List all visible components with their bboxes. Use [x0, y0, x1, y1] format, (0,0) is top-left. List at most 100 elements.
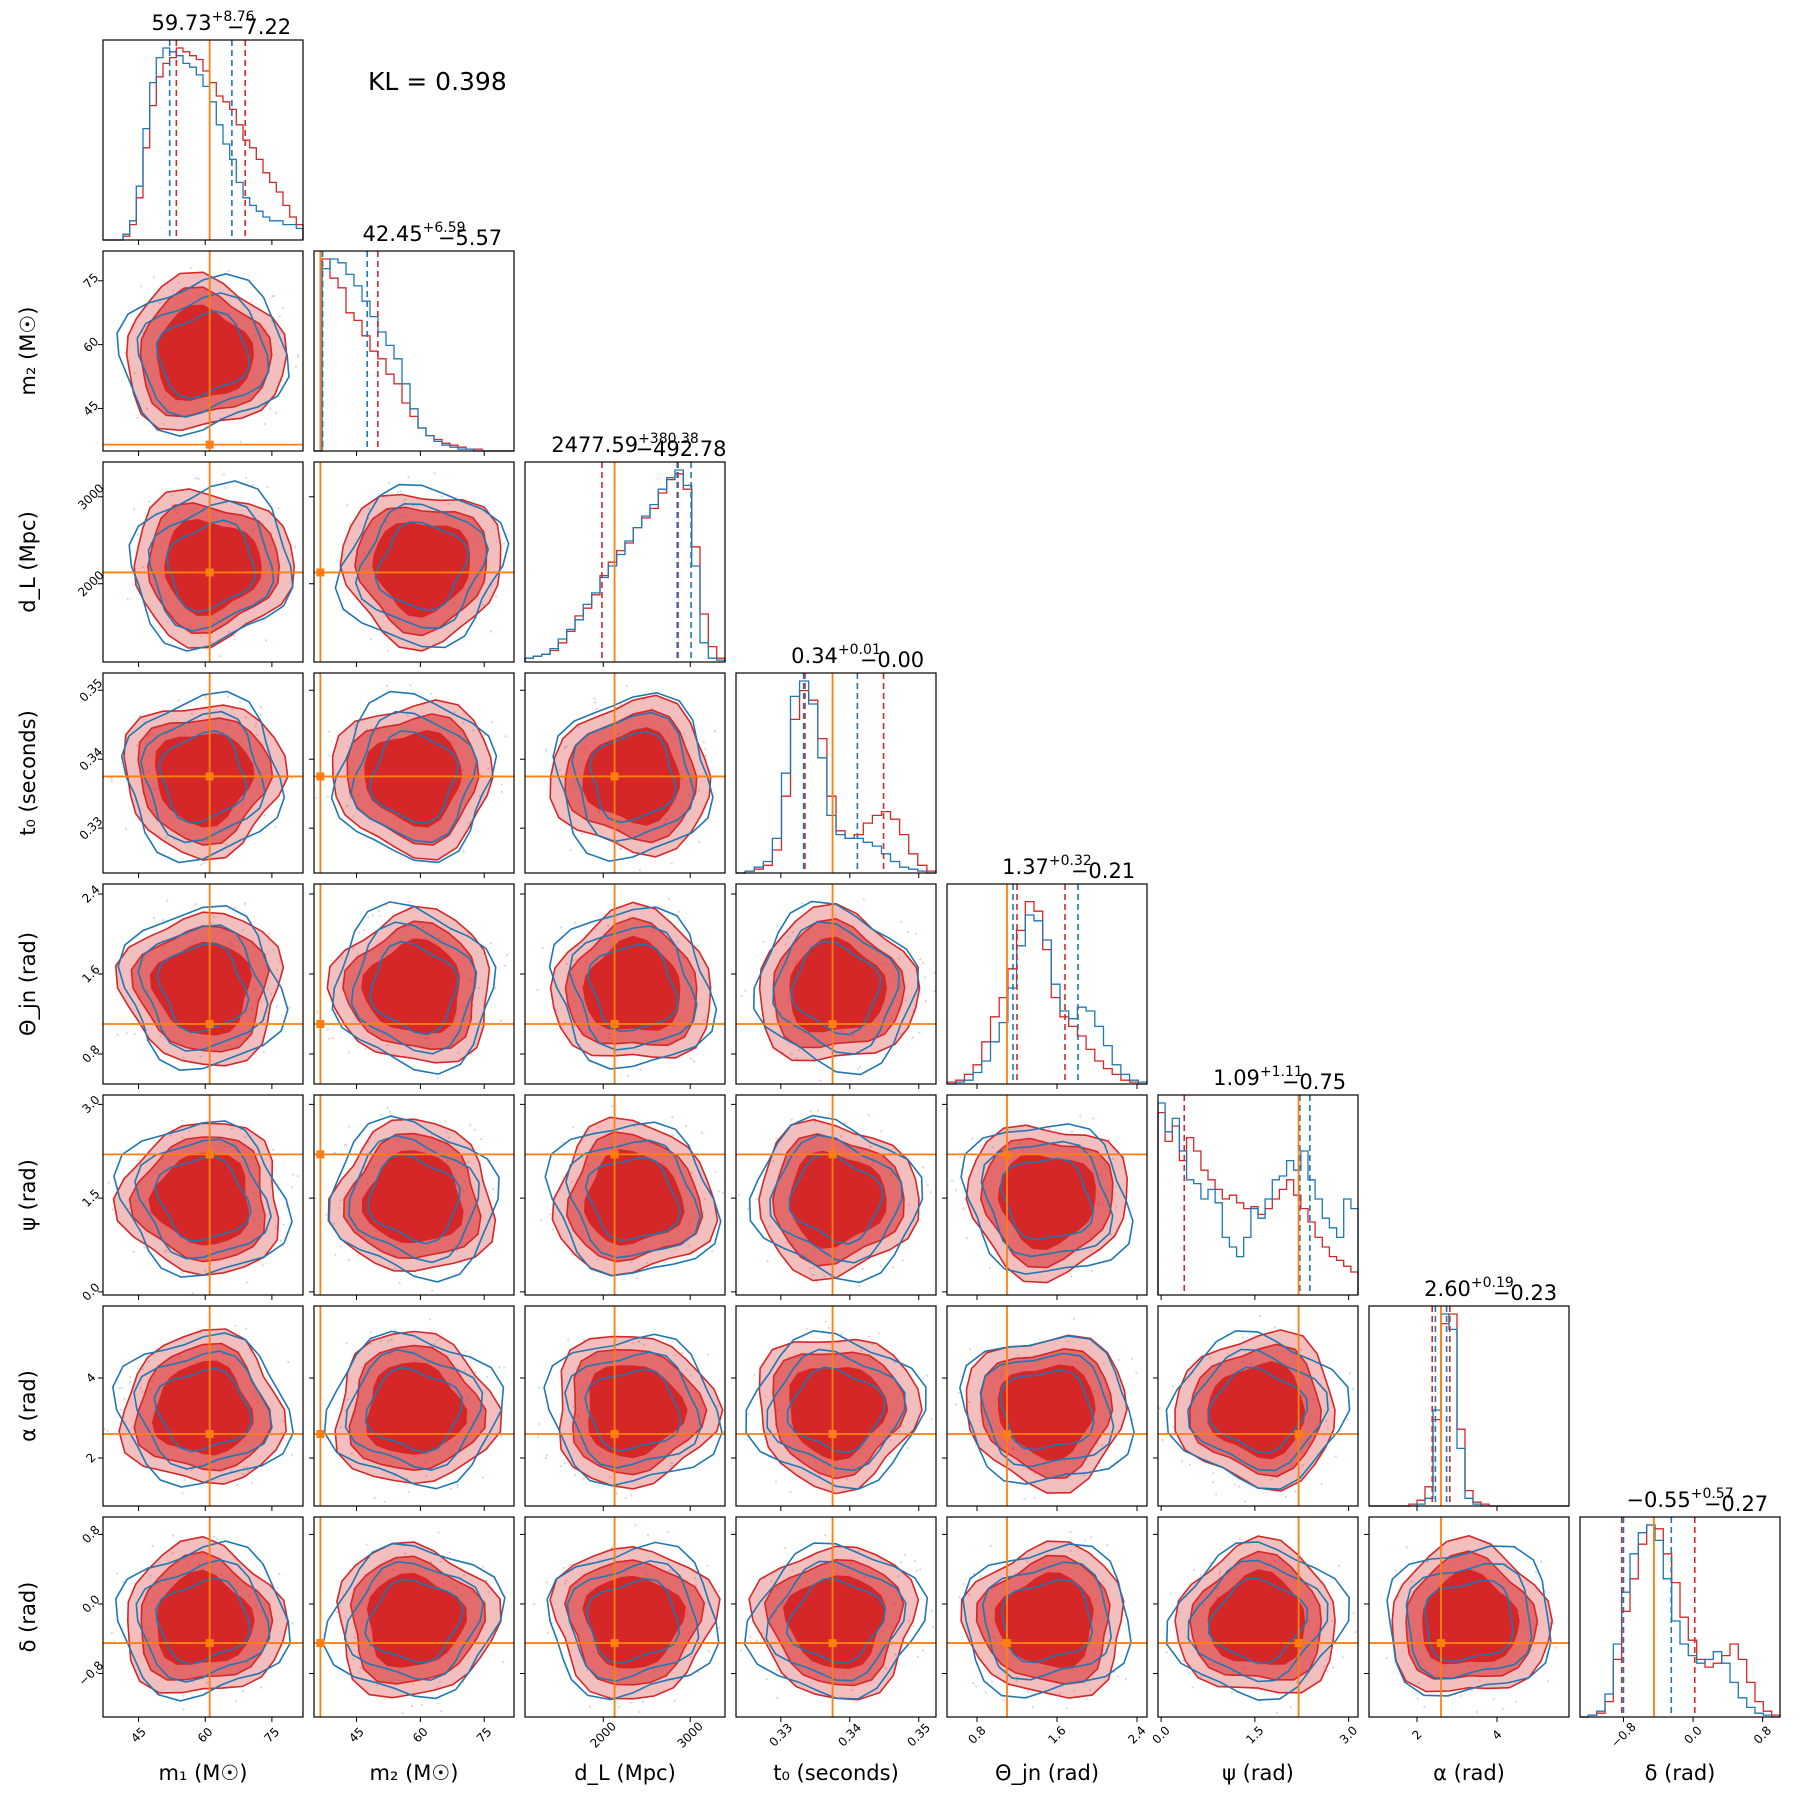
scatter-point	[891, 1266, 895, 1269]
scatter-point	[641, 1700, 645, 1703]
x-tick-label: 45	[128, 1725, 149, 1746]
scatter-point	[457, 1051, 460, 1055]
scatter-point	[1199, 1573, 1203, 1576]
contour-blue-0	[322, 1542, 506, 1700]
scatter-point	[629, 1701, 632, 1704]
scatter-point	[1300, 1348, 1303, 1351]
scatter-point	[148, 1360, 151, 1363]
panel-frame	[946, 1305, 1148, 1507]
scatter-point	[1346, 1418, 1349, 1421]
scatter-point	[923, 976, 927, 979]
scatter-point	[404, 1552, 407, 1555]
scatter-point	[718, 1589, 721, 1592]
scatter-point	[293, 545, 297, 548]
scatter-point	[224, 486, 227, 489]
scatter-point	[414, 1273, 417, 1277]
scatter-point	[182, 1694, 185, 1697]
scatter-point	[306, 540, 308, 542]
scatter-point	[1554, 1646, 1557, 1649]
scatter-point	[350, 1452, 353, 1455]
scatter-point	[795, 1057, 798, 1060]
scatter-point	[242, 1472, 245, 1475]
scatter-point	[219, 655, 222, 658]
contour-blue-0	[546, 1541, 720, 1701]
scatter-point	[845, 1477, 848, 1480]
scatter-point	[637, 1340, 640, 1343]
scatter-point	[815, 1281, 818, 1284]
panel-m2-alpha	[309, 1305, 515, 1511]
scatter-point	[489, 941, 492, 945]
title-plus: +0.57	[1691, 1486, 1734, 1502]
scatter-point	[428, 1318, 432, 1321]
scatter-point	[634, 1523, 637, 1527]
x-tick-label: 0.0	[1149, 1723, 1172, 1746]
hist-blue	[1157, 1102, 1359, 1295]
contour-blue-1	[137, 924, 269, 1052]
scatter-point	[979, 1575, 982, 1578]
scatter-point	[840, 1333, 843, 1336]
scatter-point	[506, 533, 509, 536]
scatter-point	[118, 1386, 121, 1390]
scatter-point	[955, 1189, 958, 1192]
contour-blue-1	[564, 1351, 702, 1469]
scatter-point	[974, 1685, 978, 1688]
scatter-point	[789, 1490, 792, 1493]
scatter-point	[930, 1191, 933, 1194]
y-axis-label: Θ_jn (rad)	[16, 932, 41, 1036]
scatter-point	[1070, 1275, 1073, 1278]
title-plus: +380.38	[638, 431, 699, 447]
scatter-point	[925, 1374, 929, 1377]
scatter-point	[536, 989, 539, 992]
scatter-point	[677, 910, 681, 914]
scatter-point	[171, 1534, 175, 1537]
x-axis-label-m1: m₁ (M☉)	[159, 1761, 248, 1785]
scatter-point	[386, 1044, 389, 1047]
scatter-point	[721, 1191, 724, 1194]
scatter-point	[489, 630, 492, 633]
scatter-point	[706, 1353, 709, 1356]
scatter-point	[390, 1338, 393, 1341]
scatter-point	[988, 1161, 991, 1164]
scatter-point	[1348, 1372, 1351, 1375]
truth-marker	[1003, 1639, 1011, 1648]
panel-content	[103, 251, 303, 451]
title-value: 0.34	[791, 644, 838, 668]
scatter-point	[326, 795, 329, 798]
contour-blue-2	[154, 1156, 252, 1242]
panel-content	[736, 1517, 936, 1717]
scatter-point	[808, 1267, 812, 1270]
scatter-point	[498, 1365, 501, 1369]
scatter-point	[1417, 1682, 1420, 1685]
contour-red-2	[783, 1575, 887, 1670]
panel-dL-alpha	[520, 1305, 728, 1511]
scatter-point	[161, 918, 165, 922]
contour-blue-0	[331, 901, 497, 1075]
scatter-point	[231, 707, 234, 710]
scatter-point	[278, 960, 281, 963]
scatter-point	[563, 1582, 567, 1585]
scatter-point	[1234, 1483, 1237, 1486]
scatter-point	[1423, 1705, 1426, 1709]
panel-content	[103, 1095, 303, 1295]
scatter-point	[107, 1181, 110, 1184]
scatter-point	[343, 1144, 347, 1147]
scatter-point	[124, 827, 127, 830]
scatter-point	[569, 849, 572, 852]
scatter-point	[703, 1018, 706, 1021]
scatter-point	[1023, 1497, 1026, 1501]
scatter-point	[254, 722, 257, 725]
scatter-point	[210, 641, 214, 644]
hist-title-m2: 42.45+6.59	[362, 220, 465, 246]
scatter-point	[536, 1435, 540, 1438]
scatter-point	[437, 1531, 440, 1534]
scatter-point	[646, 1261, 649, 1265]
scatter-point	[1001, 1699, 1005, 1702]
scatter-point	[726, 1412, 728, 1414]
panel-content	[1369, 1517, 1569, 1717]
scatter-point	[238, 700, 242, 704]
scatter-point	[570, 1180, 574, 1183]
scatter-point	[1124, 1678, 1127, 1681]
truth-marker	[316, 772, 325, 781]
hist-frame	[735, 672, 937, 874]
scatter-point	[1326, 1669, 1329, 1673]
